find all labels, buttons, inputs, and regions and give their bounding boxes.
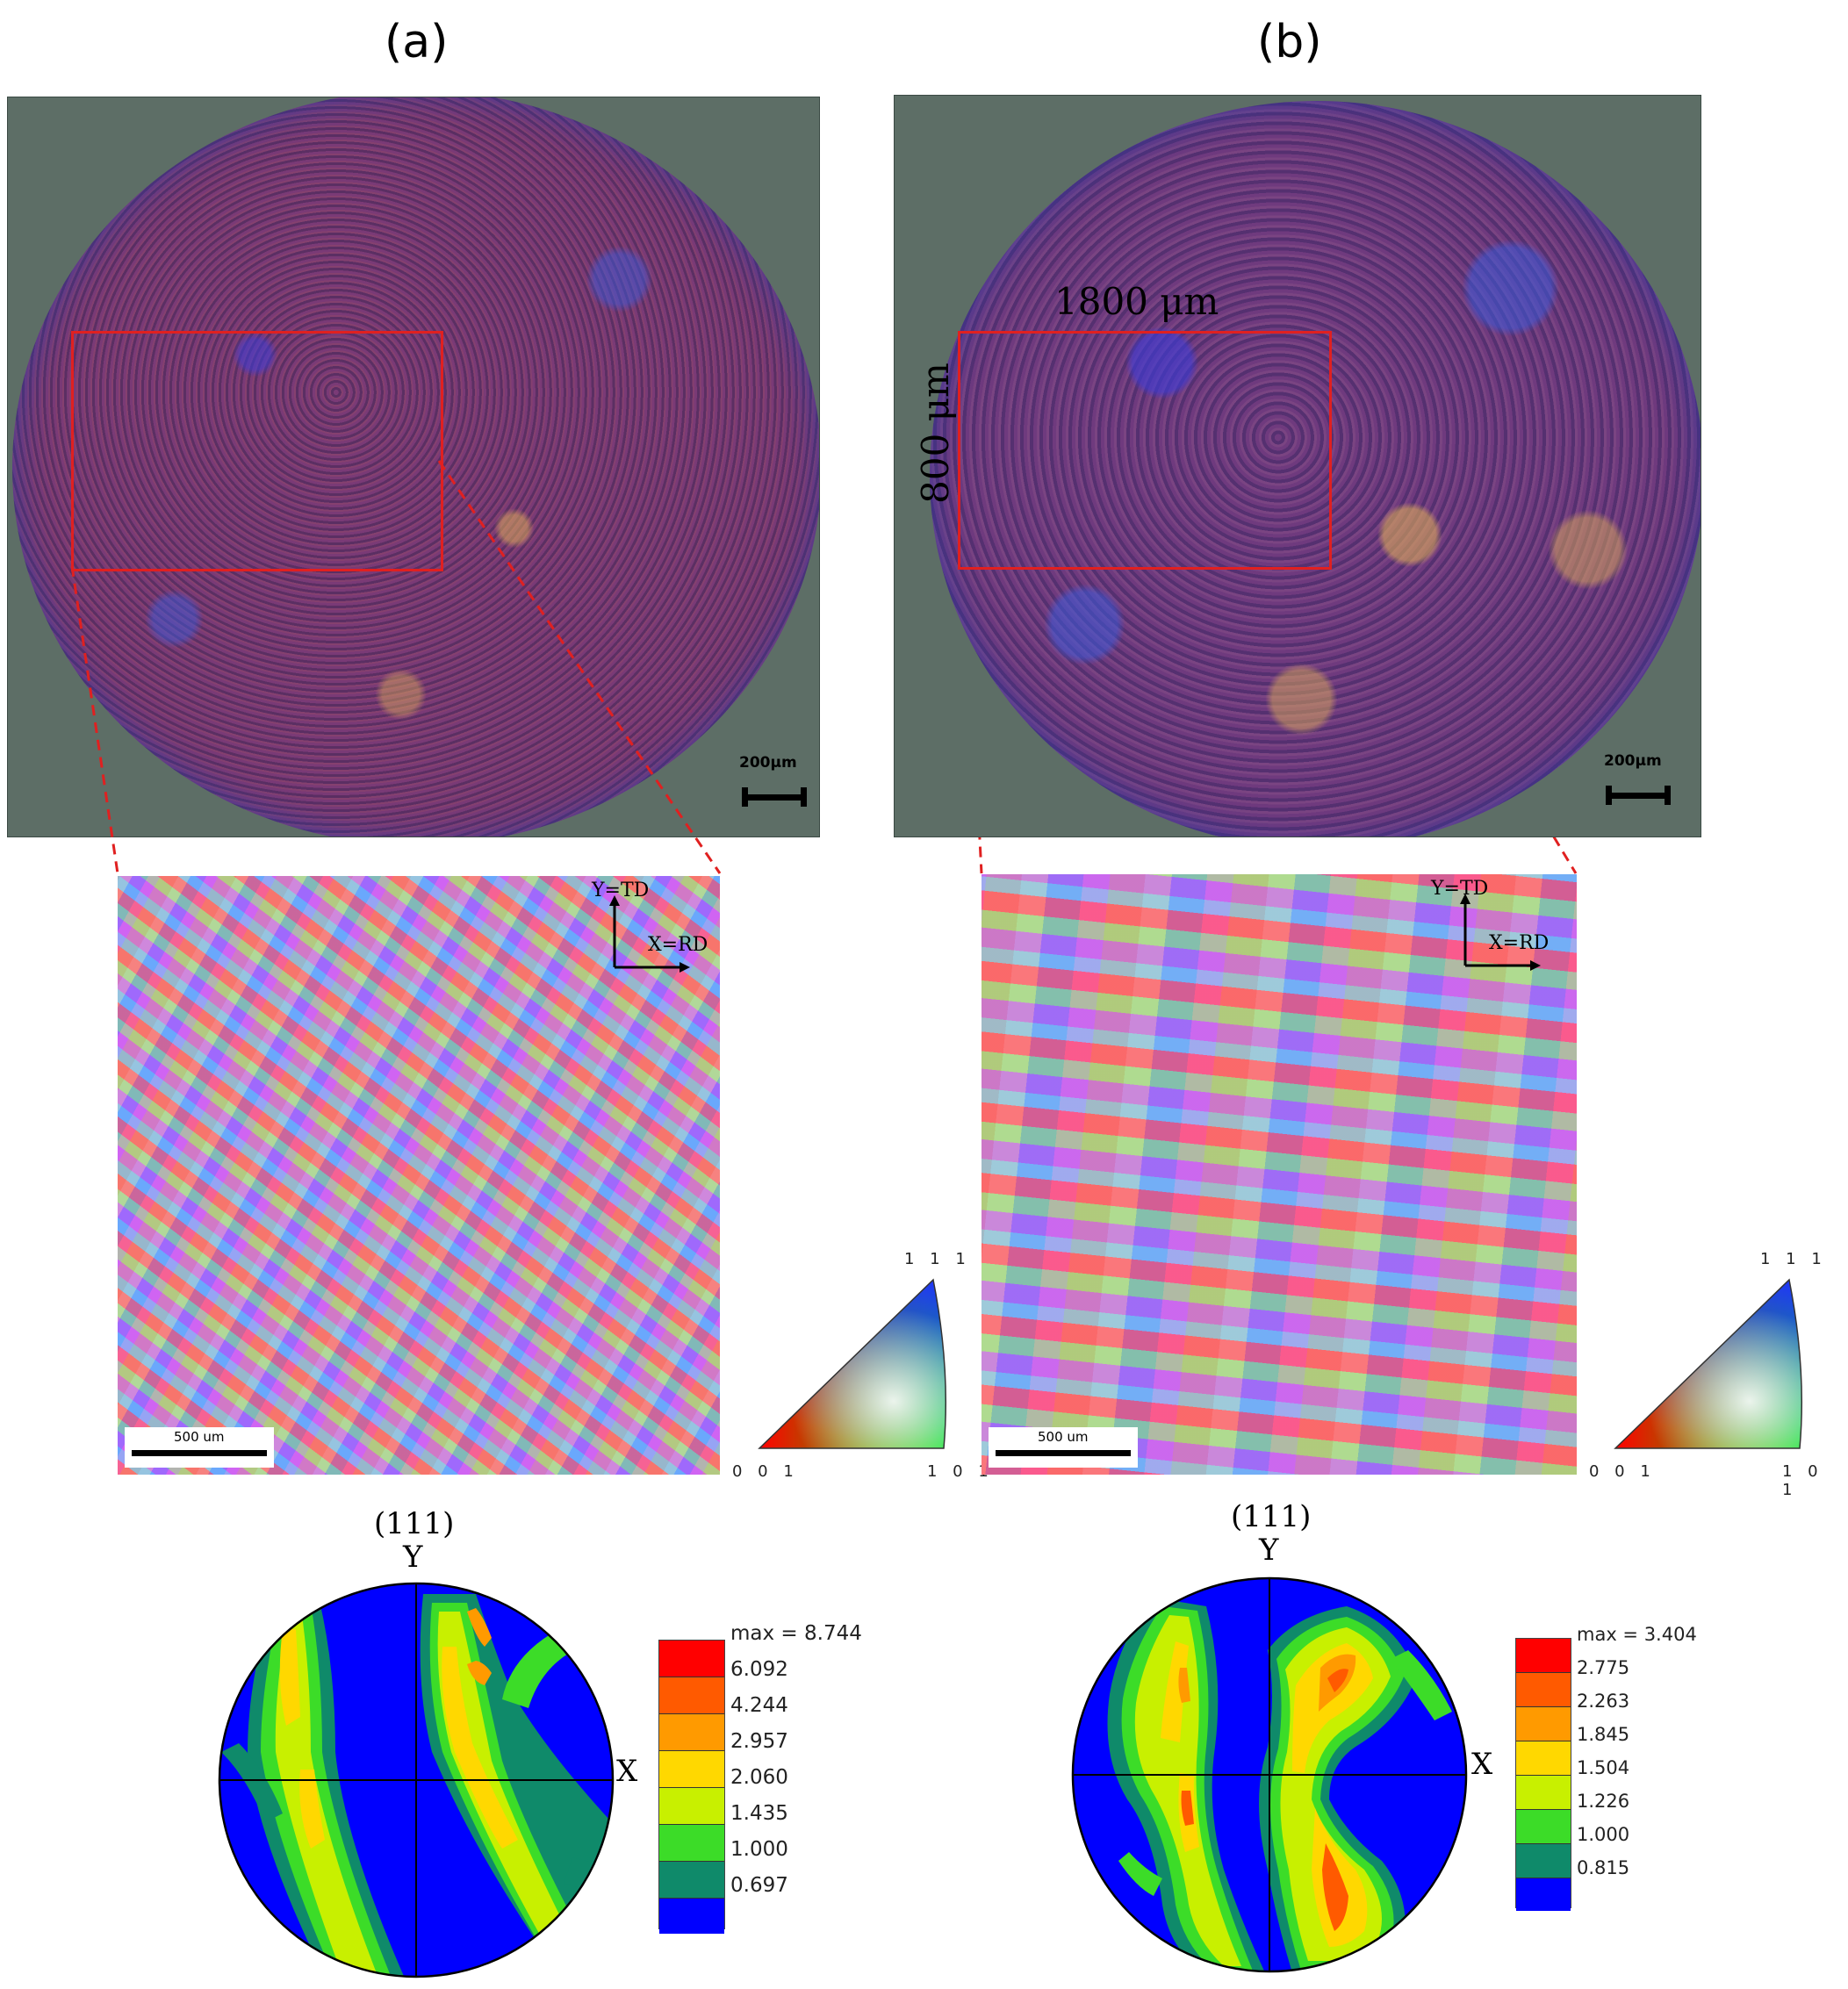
legend-a-label-0: max = 8.744 [730, 1622, 862, 1645]
pole-figure-x-label-b: X [1471, 1747, 1493, 1782]
legend-b [1515, 1638, 1571, 1911]
legend-a [658, 1640, 725, 1934]
roi-box-a [71, 331, 443, 571]
legend-b-label-5: 1.226 [1577, 1791, 1630, 1812]
legend-a-swatch-6 [659, 1862, 724, 1899]
legend-b-swatch-6 [1516, 1844, 1571, 1878]
dimension-width-b: 1800 μm [1054, 280, 1219, 323]
sample-disk-b [930, 101, 1701, 837]
legend-b-swatch-2 [1516, 1707, 1571, 1741]
legend-b-swatch-0 [1516, 1639, 1571, 1673]
pole-figure-y-label-a: Y [403, 1540, 423, 1575]
legend-b-swatch-5 [1516, 1810, 1571, 1844]
legend-a-swatch-2 [659, 1714, 724, 1751]
legend-a-label-1: 6.092 [730, 1658, 788, 1681]
ipf-label-111-b: 1 1 1 [1760, 1250, 1827, 1268]
legend-b-label-3: 1.845 [1577, 1724, 1630, 1745]
ipf-triangle-b [1614, 1278, 1803, 1449]
pole-figure-a [218, 1582, 615, 1978]
axis-arrows-b [1460, 894, 1541, 971]
legend-a-label-2: 4.244 [730, 1694, 788, 1717]
legend-b-swatch-3 [1516, 1741, 1571, 1776]
pole-figure-y-label-b: Y [1259, 1533, 1279, 1568]
axis-arrows-a [609, 895, 690, 973]
optical-micrograph-a: 200μm [7, 97, 820, 837]
legend-b-label-2: 2.263 [1577, 1691, 1630, 1712]
legend-a-swatch-3 [659, 1751, 724, 1788]
legend-a-label-7: 0.697 [730, 1874, 788, 1897]
scale-bar-label-a: 200μm [739, 754, 797, 772]
ipf-label-111-a: 1 1 1 [904, 1250, 971, 1268]
panel-a-label: (a) [385, 16, 449, 68]
axis-x-label-b: X=RD [1489, 932, 1550, 954]
legend-a-swatch-5 [659, 1825, 724, 1862]
pole-figure-x-label-a: X [616, 1754, 638, 1789]
ipf-label-101-b: 1 0 1 [1782, 1462, 1823, 1499]
axis-x-label-a: X=RD [648, 934, 708, 956]
axis-y-label-b: Y=TD [1431, 878, 1489, 900]
axis-y-label-a: Y=TD [592, 880, 650, 901]
ebsd-map-b: Y=TD X=RD 500 um [982, 874, 1577, 1475]
ipf-label-001-b: 0 0 1 [1589, 1462, 1656, 1481]
ebsd-scale-label-a: 500 um [174, 1429, 225, 1445]
ebsd-scale-bar-a [132, 1450, 267, 1456]
ebsd-scale-label-b: 500 um [1038, 1429, 1089, 1445]
panel-b-label: (b) [1257, 16, 1322, 68]
legend-a-label-6: 1.000 [730, 1838, 788, 1861]
legend-b-label-1: 2.775 [1577, 1657, 1630, 1678]
legend-b-swatch-1 [1516, 1673, 1571, 1707]
legend-b-swatch-7 [1516, 1878, 1571, 1911]
dimension-height-b: 800 μm [913, 363, 957, 504]
legend-a-swatch-1 [659, 1677, 724, 1714]
legend-b-label-0: max = 3.404 [1577, 1624, 1697, 1645]
ipf-label-101-a: 1 0 1 [927, 1462, 994, 1481]
legend-a-label-5: 1.435 [730, 1802, 788, 1825]
ebsd-map-a: Y=TD X=RD 500 um [118, 876, 720, 1475]
scale-bar-label-b: 200μm [1604, 752, 1662, 770]
legend-a-label-4: 2.060 [730, 1766, 788, 1789]
legend-a-swatch-4 [659, 1788, 724, 1825]
ipf-label-001-a: 0 0 1 [732, 1462, 799, 1481]
scale-bar-a [742, 787, 807, 807]
roi-box-b [958, 331, 1332, 570]
legend-a-label-3: 2.957 [730, 1730, 788, 1753]
ipf-triangle-a [758, 1278, 947, 1449]
pole-figure-b [1071, 1576, 1468, 1973]
legend-a-swatch-7 [659, 1899, 724, 1934]
legend-a-swatch-0 [659, 1641, 724, 1677]
pole-figure-title-a: (111) [374, 1506, 455, 1541]
legend-b-label-7: 0.815 [1577, 1857, 1630, 1878]
legend-b-label-4: 1.504 [1577, 1757, 1630, 1778]
ebsd-scale-box-a: 500 um [125, 1427, 274, 1468]
legend-b-label-6: 1.000 [1577, 1824, 1630, 1845]
sample-disk-a [12, 97, 819, 837]
pole-figure-title-b: (111) [1231, 1499, 1312, 1534]
optical-micrograph-b: 1800 μm 800 μm 200μm [894, 95, 1701, 837]
scale-bar-b [1606, 786, 1671, 805]
ebsd-scale-box-b: 500 um [989, 1427, 1138, 1468]
legend-b-swatch-4 [1516, 1776, 1571, 1810]
ebsd-scale-bar-b [996, 1450, 1131, 1456]
